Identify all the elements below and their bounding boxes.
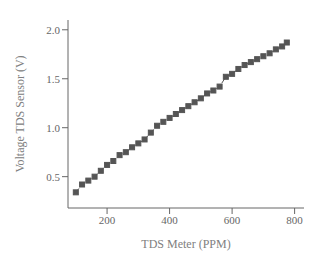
svg-text:600: 600 xyxy=(224,214,241,226)
svg-text:Voltage TDS Sensor (V): Voltage TDS Sensor (V) xyxy=(13,55,27,172)
svg-text:400: 400 xyxy=(161,214,178,226)
svg-text:2.0: 2.0 xyxy=(46,24,60,36)
svg-text:TDS Meter (PPM): TDS Meter (PPM) xyxy=(141,237,230,251)
svg-text:0.5: 0.5 xyxy=(46,171,60,183)
svg-text:1.0: 1.0 xyxy=(46,122,60,134)
svg-text:200: 200 xyxy=(99,214,116,226)
svg-text:1.5: 1.5 xyxy=(46,73,60,85)
svg-text:800: 800 xyxy=(286,214,303,226)
